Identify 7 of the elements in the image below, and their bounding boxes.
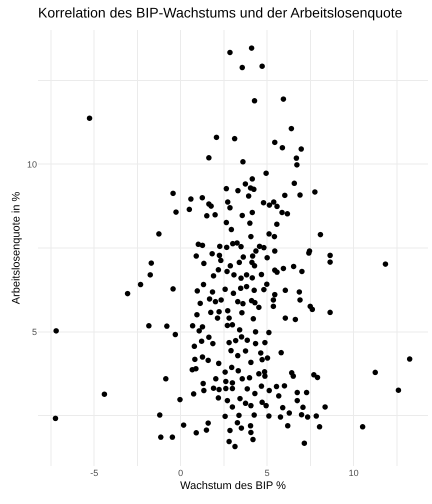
y-axis-title: Arbeitslosenquote in % (10, 192, 23, 304)
x-tick-label: 0 (178, 468, 184, 478)
chart-title: Korrelation des BIP-Wachstums und der Arbeitslosenquote (38, 4, 403, 20)
x-tick-label: -5 (90, 468, 98, 478)
x-axis-title: Wachstum des BIP % (180, 480, 286, 492)
x-tick-label: 5 (264, 468, 270, 478)
x-tick-label: 10 (348, 468, 359, 478)
